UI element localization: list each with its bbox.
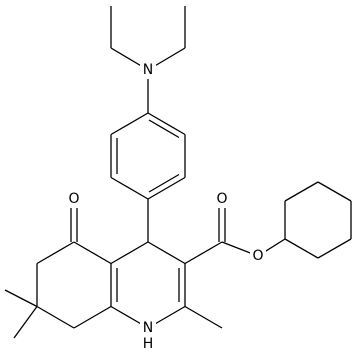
atom-label: O [216, 191, 227, 207]
atom-label: N [143, 62, 153, 78]
atom-labels: N O O O N H [66, 61, 266, 352]
atom-label: N [143, 320, 153, 336]
bonds [4, 6, 352, 339]
atom-label: O [68, 191, 79, 207]
atom-label: H [143, 336, 154, 352]
atom-label: O [252, 248, 263, 264]
